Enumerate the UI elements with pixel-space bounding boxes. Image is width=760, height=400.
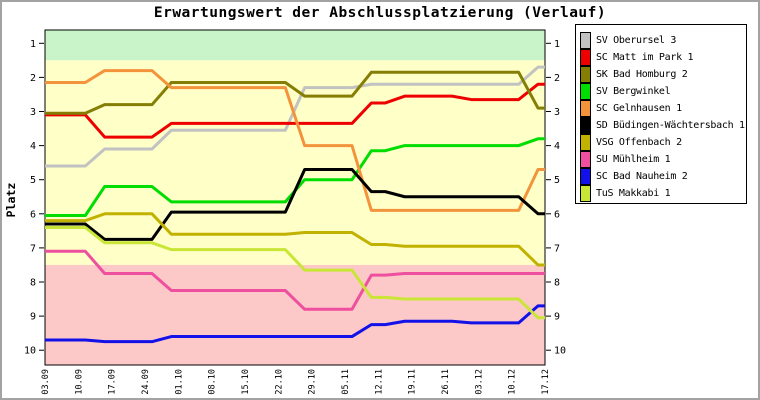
x-tick-label: 17.12 [541, 369, 551, 395]
y-tick-label-right: 1 [554, 39, 560, 50]
y-tick-label-right: 8 [554, 278, 560, 289]
y-tick-label-left: 10 [24, 346, 36, 357]
chart-title: Erwartungswert der Abschlussplatzierung … [153, 5, 607, 21]
y-tick-label-right: 2 [554, 73, 560, 84]
x-tick-label: 26.11 [441, 369, 451, 395]
y-tick-label-left: 6 [30, 209, 36, 220]
series-line [45, 249, 545, 311]
legend-swatch [580, 100, 591, 117]
legend-item: VSG Offenbach 2 [576, 134, 746, 151]
plot-zone [45, 264, 545, 365]
legend-label: SV Bergwinkel [596, 86, 671, 97]
series-line [45, 212, 545, 267]
legend-label: SV Oberursel 3 [596, 35, 677, 46]
x-tick-label: 29.10 [308, 369, 318, 395]
series-line [45, 82, 545, 139]
y-tick-label-left: 9 [30, 312, 36, 323]
x-tick-label: 08.10 [208, 369, 218, 395]
legend-swatch [580, 151, 591, 168]
legend-swatch [580, 117, 591, 134]
y-tick-label-left: 3 [30, 107, 36, 118]
y-tick-label-left: 8 [30, 278, 36, 289]
series-line [45, 70, 545, 115]
legend-swatch [580, 83, 591, 100]
series-line [45, 167, 545, 241]
legend-item: SD Büdingen-Wächtersbach 1 [576, 117, 746, 134]
legend-swatch [580, 168, 591, 185]
y-tick-label-right: 9 [554, 312, 560, 323]
x-tick-label: 19.11 [408, 369, 418, 395]
x-tick-label: 22.10 [274, 369, 284, 395]
series-line [45, 69, 545, 212]
x-tick-label: 12.11 [374, 369, 384, 395]
series-line [45, 304, 545, 344]
y-tick-label-right: 7 [554, 243, 560, 254]
legend-item: SC Matt im Park 1 [576, 49, 746, 66]
y-tick-label-left: 5 [30, 175, 36, 186]
legend-item: TuS Makkabi 1 [576, 185, 746, 202]
x-tick-label: 05.11 [341, 369, 351, 395]
x-tick-label: 17.09 [108, 369, 118, 395]
legend-label: TuS Makkabi 1 [596, 188, 671, 199]
legend-swatch [580, 49, 591, 66]
x-tick-label: 15.10 [241, 369, 251, 395]
legend-item: SV Bergwinkel [576, 83, 746, 100]
y-tick-label-right: 10 [554, 346, 566, 357]
x-tick-label: 03.12 [474, 369, 484, 395]
legend-swatch [580, 134, 591, 151]
legend-swatch [580, 185, 591, 202]
legend: SV Oberursel 3 SC Matt im Park 1 SK Bad Ho… [575, 24, 747, 204]
x-tick-label: 10.12 [508, 369, 518, 395]
series-line [45, 225, 545, 320]
legend-swatch [580, 32, 591, 49]
series-line [45, 65, 545, 168]
legend-label: VSG Offenbach 2 [596, 137, 682, 148]
y-tick-label-right: 4 [554, 141, 560, 152]
plot-zone [45, 30, 545, 61]
y-tick-label-left: 1 [30, 39, 36, 50]
legend-item: SC Gelnhausen 1 [576, 100, 746, 117]
legend-label: SC Matt im Park 1 [596, 52, 694, 63]
plot-border [44, 29, 546, 366]
legend-label: SK Bad Homburg 2 [596, 69, 688, 80]
y-tick-label-left: 2 [30, 73, 36, 84]
x-tick-label: 24.09 [141, 369, 151, 395]
y-tick-label-right: 3 [554, 107, 560, 118]
legend-item: SK Bad Homburg 2 [576, 66, 746, 83]
y-tick-label-right: 6 [554, 209, 560, 220]
legend-label: SC Gelnhausen 1 [596, 103, 682, 114]
legend-label: SU Mühlheim 1 [596, 154, 671, 165]
y-tick-label-right: 5 [554, 175, 560, 186]
legend-item: SU Mühlheim 1 [576, 151, 746, 168]
legend-item: SC Bad Nauheim 2 [576, 168, 746, 185]
legend-label: SD Büdingen-Wächtersbach 1 [596, 120, 745, 131]
legend-swatch [580, 66, 591, 83]
y-tick-label-left: 7 [30, 243, 36, 254]
x-tick-label: 03.09 [41, 369, 51, 395]
legend-label: SC Bad Nauheim 2 [596, 171, 688, 182]
x-tick-label: 10.09 [74, 369, 84, 395]
plot-zone [45, 60, 545, 265]
y-tick-label-left: 4 [30, 141, 36, 152]
legend-item: SV Oberursel 3 [576, 32, 746, 49]
x-tick-label: 01.10 [174, 369, 184, 395]
